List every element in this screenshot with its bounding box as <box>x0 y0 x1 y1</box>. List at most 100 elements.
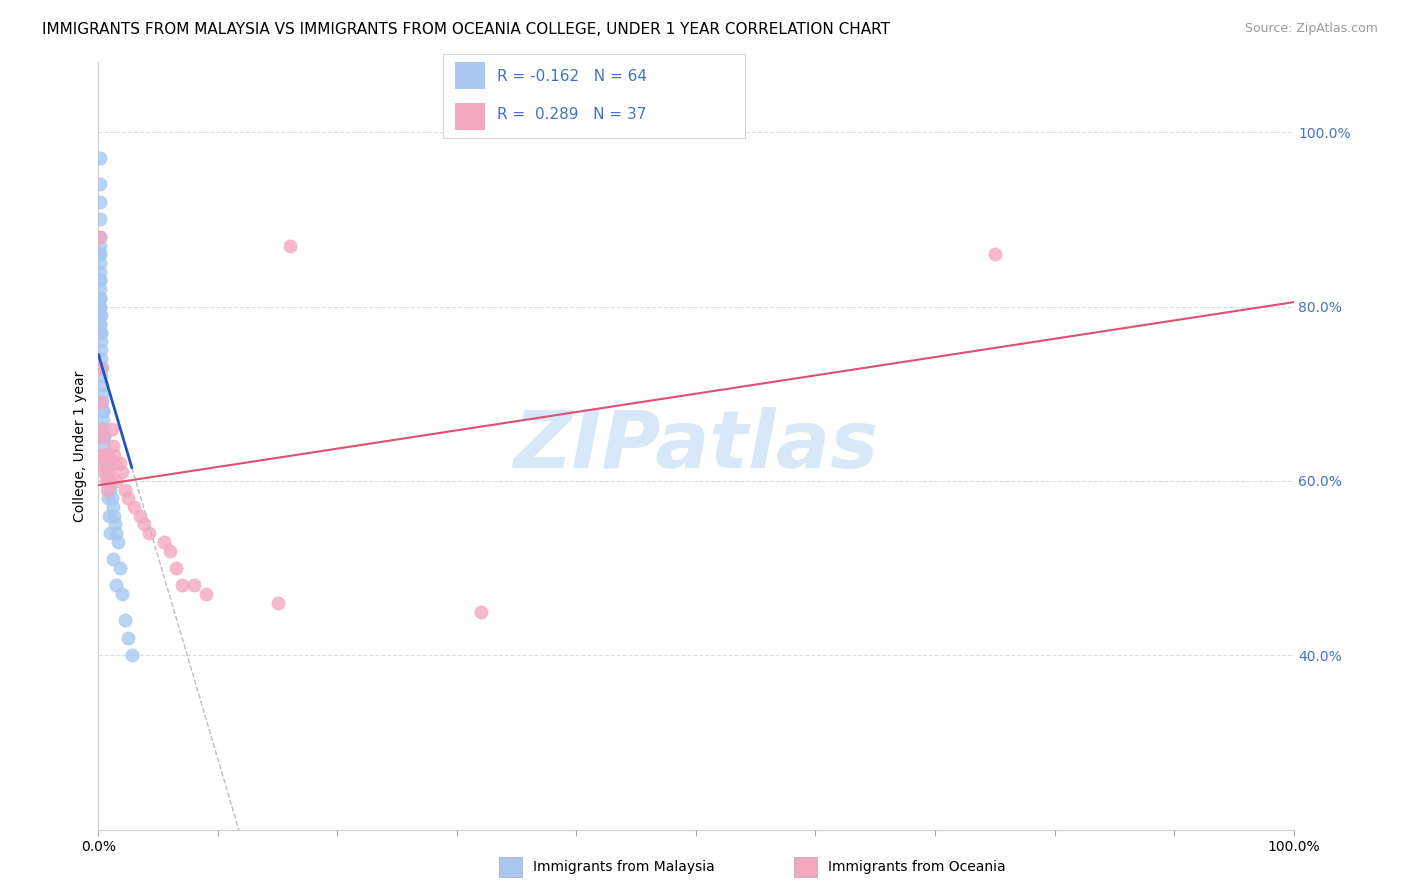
Point <box>107 535 129 549</box>
Point <box>91 395 114 409</box>
Point <box>89 212 111 227</box>
Point <box>89 317 111 331</box>
Point <box>91 421 114 435</box>
Y-axis label: College, Under 1 year: College, Under 1 year <box>73 370 87 522</box>
Point <box>89 194 111 209</box>
Point <box>90 308 112 322</box>
Point <box>90 421 112 435</box>
Point <box>89 360 111 375</box>
Point <box>117 491 139 506</box>
Point <box>93 465 115 479</box>
Point <box>96 457 118 471</box>
Point <box>89 308 111 322</box>
Point <box>89 229 111 244</box>
Point <box>108 561 131 575</box>
Point <box>97 491 120 506</box>
Bar <box>456 103 485 130</box>
Point <box>98 526 122 541</box>
Point <box>94 457 117 471</box>
Point <box>90 351 112 366</box>
Point <box>91 413 114 427</box>
Point <box>89 256 111 270</box>
Point <box>98 483 122 497</box>
Point <box>104 457 127 471</box>
Point <box>91 430 114 444</box>
Point <box>101 552 124 566</box>
Point <box>195 587 218 601</box>
Point <box>89 273 111 287</box>
Point <box>93 430 115 444</box>
Point <box>111 587 134 601</box>
Point <box>96 483 118 497</box>
Point <box>89 178 111 192</box>
Point <box>91 378 114 392</box>
Point <box>98 508 121 523</box>
Point <box>108 457 131 471</box>
Point <box>89 247 111 261</box>
Text: ZIPatlas: ZIPatlas <box>513 407 879 485</box>
Point <box>105 578 128 592</box>
Point <box>111 465 134 479</box>
Point <box>91 457 114 471</box>
Point <box>267 596 290 610</box>
Point <box>129 508 152 523</box>
Point <box>97 448 120 462</box>
Point <box>470 605 492 619</box>
Point <box>138 526 160 541</box>
Point <box>90 326 112 340</box>
Point <box>153 535 176 549</box>
Point <box>89 247 111 261</box>
Point <box>98 474 121 488</box>
Text: Immigrants from Malaysia: Immigrants from Malaysia <box>533 860 714 874</box>
Point <box>89 273 111 287</box>
Point <box>98 474 122 488</box>
Point <box>96 465 118 479</box>
Point <box>89 229 111 244</box>
Text: R =  0.289   N = 37: R = 0.289 N = 37 <box>498 107 647 122</box>
Point <box>165 561 187 575</box>
Point <box>91 360 114 375</box>
Point <box>121 648 143 663</box>
Point <box>90 326 112 340</box>
Point <box>100 491 122 506</box>
Point <box>93 439 115 453</box>
Point <box>105 526 128 541</box>
Point <box>984 247 1007 261</box>
Point <box>183 578 205 592</box>
Bar <box>456 62 485 89</box>
Point <box>114 483 136 497</box>
Point <box>90 334 112 349</box>
Point <box>90 395 112 409</box>
Point <box>101 439 124 453</box>
Point <box>117 631 139 645</box>
Point <box>90 343 112 358</box>
Point <box>94 474 117 488</box>
Point <box>89 282 111 296</box>
Point <box>124 500 146 514</box>
Point <box>159 543 181 558</box>
Point <box>91 448 114 462</box>
Point <box>98 465 121 479</box>
Point <box>103 508 125 523</box>
Point <box>101 500 124 514</box>
Text: IMMIGRANTS FROM MALAYSIA VS IMMIGRANTS FROM OCEANIA COLLEGE, UNDER 1 YEAR CORREL: IMMIGRANTS FROM MALAYSIA VS IMMIGRANTS F… <box>42 22 890 37</box>
Point <box>89 291 111 305</box>
Point <box>93 448 115 462</box>
Point <box>89 317 111 331</box>
Point <box>172 578 194 592</box>
Point <box>104 517 127 532</box>
Point <box>132 517 155 532</box>
Point <box>90 360 112 375</box>
Point <box>96 465 118 479</box>
Point <box>90 369 112 384</box>
Point <box>89 300 111 314</box>
Point <box>97 474 120 488</box>
Text: Immigrants from Oceania: Immigrants from Oceania <box>828 860 1005 874</box>
Point <box>91 404 114 418</box>
Point <box>114 613 136 627</box>
Point <box>103 448 125 462</box>
Text: R = -0.162   N = 64: R = -0.162 N = 64 <box>498 69 647 84</box>
Point <box>100 421 122 435</box>
Point <box>94 448 117 462</box>
Point <box>278 238 301 252</box>
